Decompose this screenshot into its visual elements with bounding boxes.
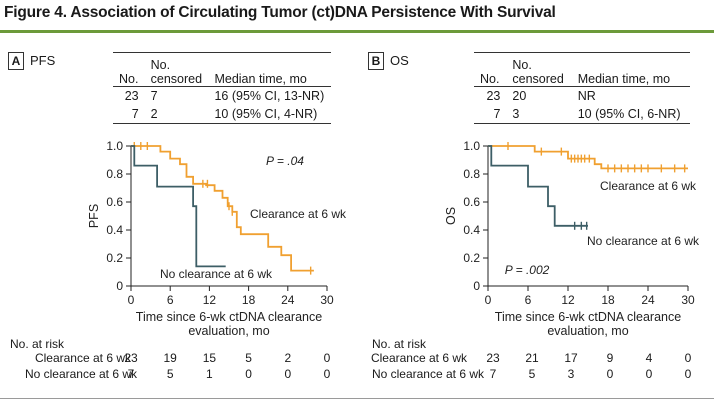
risk-value-no-clearance: 0	[323, 367, 331, 381]
x-tick-label: 24	[281, 293, 295, 307]
x-axis-label: evaluation, mo	[188, 324, 269, 338]
y-tick-label: 0	[116, 279, 123, 293]
risk-value-clearance: 23	[124, 351, 138, 365]
p-value: P = .04	[266, 154, 304, 168]
risk-title: No. at risk	[10, 337, 65, 351]
risk-value-no-clearance: 1	[206, 367, 213, 381]
col-no: No.	[480, 72, 500, 86]
risk-value-no-clearance: 5	[528, 367, 536, 381]
risk-title: No. at risk	[372, 337, 427, 351]
x-tick-label: 6	[525, 293, 532, 307]
panel-letter: A	[8, 52, 24, 70]
x-tick-label: 0	[485, 293, 492, 307]
summary-table: No. No. censored Median time, mo 23 20 NR…	[474, 52, 690, 124]
table-row: 7 2 10 (95% CI, 4-NR)	[131, 107, 318, 121]
x-axis-label: evaluation, mo	[547, 324, 628, 338]
risk-value-clearance: 9	[606, 351, 614, 365]
col-censored: No. censored	[150, 58, 203, 86]
y-tick-label: 0.6	[106, 195, 123, 209]
x-tick-label: 18	[242, 293, 256, 307]
label-no-clearance: No clearance at 6 wk	[587, 234, 700, 248]
bottom-rule	[0, 398, 714, 399]
col-censored: No. censored	[512, 58, 564, 86]
y-tick-label: 0.8	[463, 167, 480, 181]
risk-value-clearance: 15	[202, 351, 217, 365]
risk-value-no-clearance: 0	[284, 367, 292, 381]
risk-value-clearance: 21	[525, 351, 539, 365]
risk-label-no-clearance: No clearance at 6 wk	[24, 367, 137, 381]
y-tick-label: 1.0	[106, 139, 123, 153]
km-plot-pfs: 0 0.2 0.4 0.6 0.8 1.0 0 6 12 18 24 30 Time since 6-w…	[87, 139, 347, 338]
y-axis-label: PFS	[87, 204, 101, 228]
risk-label-no-clearance: No clearance at 6 wk	[371, 367, 484, 381]
table-row: 23 20 NR	[474, 86, 690, 106]
panel-label: OS	[390, 53, 409, 68]
x-tick-label: 0	[128, 293, 135, 307]
risk-value-no-clearance: 5	[166, 367, 174, 381]
y-tick-label: 0.2	[463, 251, 480, 265]
x-tick-label: 12	[561, 293, 575, 307]
risk-value-clearance: 0	[323, 351, 331, 365]
label-clearance: Clearance at 6 wk	[600, 179, 697, 193]
panel-b: B OS No. No. censored Median time, mo 23 …	[362, 0, 714, 404]
col-median: Median time, mo	[577, 72, 671, 86]
risk-label-clearance: Clearance at 6 wk	[34, 351, 131, 365]
risk-value-clearance: 19	[163, 351, 177, 365]
col-no: No.	[119, 72, 139, 86]
panel-a: A PFS No. No. censored Median time, mo 23…	[8, 52, 347, 381]
risk-value-no-clearance: 0	[645, 367, 653, 381]
x-tick-label: 30	[681, 293, 695, 307]
table-row: 7 3 10 (95% CI, 6-NR)	[493, 107, 681, 121]
col-median: Median time, mo	[214, 72, 307, 86]
y-tick-label: 0	[473, 279, 480, 293]
y-tick-label: 0.8	[106, 167, 123, 181]
x-tick-label: 6	[167, 293, 174, 307]
figure-title: Figure 4. Association of Circulating Tum…	[4, 4, 556, 21]
risk-value-clearance: 23	[486, 351, 500, 365]
y-tick-label: 0.4	[463, 223, 480, 237]
x-tick-label: 24	[641, 293, 655, 307]
y-tick-label: 0.6	[463, 195, 480, 209]
risk-value-clearance: 0	[684, 351, 692, 365]
risk-label-clearance: Clearance at 6 wk	[370, 351, 467, 365]
x-tick-label: 12	[203, 293, 217, 307]
y-tick-label: 1.0	[463, 139, 480, 153]
label-no-clearance: No clearance at 6 wk	[160, 267, 273, 281]
series-line-clearance	[131, 145, 314, 272]
series-line-no-clearance	[488, 145, 588, 227]
panel-letter: B	[368, 52, 384, 70]
risk-value-clearance: 2	[284, 351, 292, 365]
risk-value-no-clearance: 0	[245, 367, 252, 381]
risk-value-no-clearance: 0	[606, 367, 614, 381]
risk-value-clearance: 5	[245, 351, 252, 365]
summary-table: No. No. censored Median time, mo 23 7 16 …	[113, 52, 331, 124]
x-tick-label: 18	[601, 293, 615, 307]
label-clearance: Clearance at 6 wk	[250, 207, 347, 221]
risk-value-no-clearance: 3	[567, 367, 575, 381]
risk-value-clearance: 4	[645, 351, 653, 365]
y-tick-label: 0.2	[106, 251, 123, 265]
risk-value-no-clearance: 0	[684, 367, 692, 381]
x-tick-label: 30	[320, 293, 334, 307]
risk-value-clearance: 17	[564, 351, 578, 365]
x-axis-label: Time since 6-wk ctDNA clearance	[136, 310, 322, 324]
y-axis-label: OS	[444, 207, 458, 225]
panel-label: PFS	[30, 53, 56, 68]
series-line-no-clearance	[131, 145, 226, 268]
x-axis-label: Time since 6-wk ctDNA clearance	[495, 310, 681, 324]
table-row: 23 7 16 (95% CI, 13-NR)	[113, 86, 331, 106]
y-tick-label: 0.4	[106, 223, 123, 237]
risk-value-no-clearance: 7	[127, 367, 135, 381]
p-value: P = .002	[505, 263, 550, 277]
risk-value-no-clearance: 7	[489, 367, 497, 381]
title-rule	[0, 30, 714, 33]
